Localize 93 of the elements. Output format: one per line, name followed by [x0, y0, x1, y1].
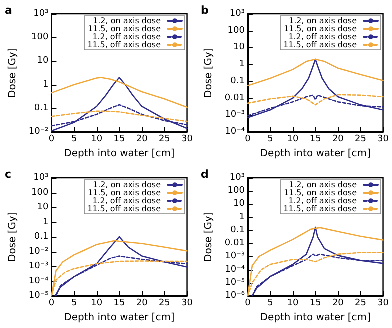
x-tick-label: 10: [91, 134, 103, 145]
x-axis-title: Depth into water [cm]: [64, 312, 175, 324]
legend-label: 1.2, off axis dose: [288, 32, 358, 42]
legend-label: 1.2, on axis dose: [93, 16, 162, 26]
x-tick-label: 20: [332, 134, 344, 145]
x-tick-label: 25: [158, 298, 170, 309]
x-tick-label: 0: [48, 298, 55, 309]
x-axis-title: Depth into water [cm]: [260, 312, 372, 324]
y-tick-label: 10³: [34, 173, 50, 183]
legend-label: 11.5, on axis dose: [284, 188, 358, 198]
legend-label: 11.5, off axis dose: [88, 40, 162, 50]
line-series: [51, 77, 188, 108]
legend-label: 11.5, off axis dose: [284, 40, 358, 50]
y-tick-label: 10⁻⁴: [225, 127, 246, 138]
x-tick-label: 15: [310, 298, 322, 309]
x-tick-label: 0: [245, 298, 252, 309]
line-series: [247, 58, 384, 87]
y-tick-label: 10⁻⁴: [225, 264, 246, 275]
y-tick-label: 10³: [230, 9, 246, 19]
x-tick-label: 15: [310, 134, 322, 145]
x-tick-label: 20: [136, 134, 148, 145]
y-tick-label: 1: [239, 212, 245, 222]
x-tick-label: 25: [158, 134, 170, 145]
y-tick-label: 1: [239, 60, 245, 70]
x-tick-label: 10: [287, 298, 300, 309]
x-tick-label: 30: [182, 298, 194, 309]
y-tick-label: 10⁻⁶: [225, 291, 246, 302]
legend-label: 11.5, on axis dose: [88, 24, 162, 34]
y-tick-label: 1: [42, 80, 49, 90]
y-tick-label: 1: [42, 217, 49, 228]
y-tick-label: 10: [233, 42, 246, 53]
line-series: [51, 110, 188, 122]
x-tick-label: 10: [91, 298, 103, 309]
y-tick-label: 100: [228, 26, 246, 36]
y-axis-title: Dose [Gy]: [204, 212, 214, 262]
y-tick-label: 10: [37, 202, 49, 213]
chart-title: a: [5, 4, 12, 17]
chart-title: c: [5, 168, 12, 181]
y-tick-label: 0.1: [34, 103, 49, 114]
y-tick-label: 100: [228, 186, 246, 196]
y-tick-label: 10³: [34, 9, 50, 19]
y-axis-title: Dose [Gy]: [204, 48, 214, 98]
y-tick-label: 10⁻³: [225, 110, 246, 120]
x-tick-label: 30: [182, 134, 194, 145]
x-tick-label: 20: [332, 298, 344, 309]
y-axis-title: Dose [Gy]: [8, 48, 18, 98]
y-tick-label: 0.01: [224, 238, 245, 249]
legend-label: 11.5, off axis dose: [88, 204, 162, 214]
x-axis-title: Depth into water [cm]: [260, 148, 372, 160]
x-tick-label: 10: [287, 134, 300, 145]
y-tick-label: 0.1: [230, 76, 245, 86]
legend-label: 11.5, on axis dose: [284, 24, 358, 34]
x-tick-label: 30: [378, 298, 390, 309]
x-tick-label: 0: [48, 134, 55, 145]
x-tick-label: 5: [268, 298, 274, 309]
x-tick-label: 25: [354, 298, 366, 309]
legend-label: 1.2, on axis dose: [289, 180, 358, 190]
legend-label: 1.2, off axis dose: [92, 196, 162, 206]
y-tick-label: 10⁻²: [28, 246, 50, 257]
x-tick-label: 30: [378, 134, 390, 145]
y-tick-label: 100: [32, 188, 49, 198]
y-tick-label: 10⁻³: [28, 262, 50, 272]
x-tick-label: 25: [354, 134, 366, 145]
y-axis-title: Dose [Gy]: [8, 212, 18, 262]
x-tick-label: 20: [136, 298, 148, 309]
x-tick-label: 5: [71, 134, 78, 145]
line-series: [247, 94, 384, 106]
y-tick-label: 10³: [230, 173, 246, 183]
y-tick-label: 10⁻²: [28, 127, 50, 138]
y-tick-label: 10⁻⁵: [225, 278, 246, 288]
legend-label: 11.5, off axis dose: [284, 204, 358, 214]
chart-title: b: [201, 4, 209, 17]
y-tick-label: 10⁻⁴: [28, 276, 50, 286]
y-tick-label: 100: [32, 32, 49, 43]
y-tick-label: 10⁻³: [225, 252, 246, 262]
y-tick-label: 0.1: [230, 225, 245, 236]
y-tick-label: 0.1: [34, 232, 49, 242]
x-tick-label: 0: [245, 134, 252, 145]
x-axis-title: Depth into water [cm]: [64, 148, 175, 160]
legend-label: 1.2, off axis dose: [92, 32, 162, 42]
legend-label: 1.2, off axis dose: [288, 196, 358, 206]
x-tick-label: 15: [114, 298, 126, 309]
y-tick-label: 10: [37, 56, 49, 66]
y-tick-label: 0.01: [224, 93, 245, 104]
x-tick-label: 15: [114, 134, 126, 145]
x-tick-label: 5: [268, 134, 274, 145]
legend-label: 1.2, on axis dose: [289, 16, 358, 26]
x-tick-label: 5: [71, 298, 78, 309]
legend-label: 11.5, on axis dose: [88, 188, 162, 198]
chart-title: d: [201, 168, 209, 181]
y-tick-label: 10⁻⁵: [28, 291, 50, 302]
legend-label: 1.2, on axis dose: [93, 180, 162, 190]
y-tick-label: 10: [233, 199, 246, 210]
